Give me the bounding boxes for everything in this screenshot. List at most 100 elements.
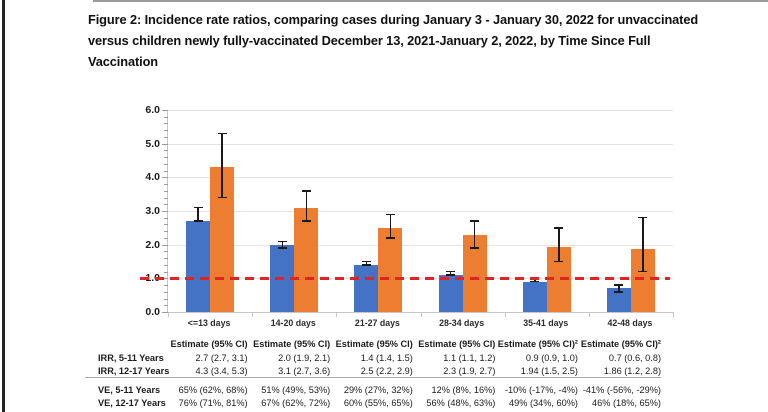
x-category-label: 42-48 days [607, 318, 653, 328]
estimate-cell: 1.4 (1.4, 1.5) [360, 352, 413, 363]
column-header: Estimate (95% CI)² [497, 339, 578, 349]
bar-irr-5-11 [522, 281, 547, 312]
row-label: VE, 12-17 Years [98, 397, 166, 408]
x-category-label: 35-41 days [523, 318, 569, 328]
y-major-tick [162, 211, 168, 212]
y-axis-labels: 0.01.02.03.04.05.06.0 [129, 104, 160, 318]
error-bar-cap-top [638, 216, 648, 219]
column-header: Estimate (95% CI) [335, 339, 413, 349]
figure-title-line: Figure 2: Incidence rate ratios, compari… [88, 12, 699, 27]
estimate-cell: 67% (62%, 72%) [261, 397, 331, 408]
error-bar-line [558, 227, 560, 262]
x-axis-tick [588, 312, 590, 317]
bar-irr-5-11 [354, 264, 379, 312]
estimate-cell: 12% (8%, 16%) [431, 384, 496, 395]
error-bar-line [281, 241, 283, 249]
y-major-tick [162, 143, 168, 145]
figure-title: Figure 2: Incidence rate ratios, compari… [88, 9, 743, 72]
estimate-cell: 60% (55%, 65%) [343, 397, 413, 408]
error-bar-cap-bottom [638, 270, 648, 273]
estimate-cell: 56% (48%, 63%) [426, 397, 496, 408]
x-axis-tick [252, 312, 254, 317]
estimate-cell: 1.94 (1.5, 2.5) [495, 364, 578, 378]
y-minor-tick [164, 163, 168, 165]
estimate-cell: 4.3 (3.4, 5.3) [165, 364, 248, 378]
figure-title-line: Vaccination [88, 54, 159, 69]
table-row: VE, 5-11 Years 65% (62%, 68%) 51% (49%, 53… [85, 378, 661, 397]
estimates-table: Estimate (95% CI) Estimate (95% CI) Estima… [85, 337, 661, 409]
error-bar-cap-bottom [217, 196, 227, 199]
gridline [168, 110, 673, 111]
x-axis-tick [420, 312, 422, 317]
bar-irr-5-11 [606, 288, 631, 312]
estimate-cell: 2.7 (2.7, 3.1) [195, 352, 248, 363]
x-category-label: 28-34 days [439, 318, 485, 328]
estimate-cell: 2.5 (2.2, 2.9) [330, 364, 413, 378]
error-bar-cap-top [217, 132, 227, 135]
table-row: VE, 12-17 Years 76% (71%, 81%) 67% (62%, 7… [85, 396, 661, 409]
error-bar-cap-top [614, 284, 624, 286]
error-bar-line [618, 285, 620, 292]
y-minor-tick [164, 217, 168, 219]
estimate-cell: 2.3 (1.9, 2.7) [412, 364, 496, 378]
gridline [168, 177, 673, 179]
y-tick-label: 4.0 [145, 171, 160, 184]
y-minor-tick [164, 298, 168, 300]
estimate-cell: 1.86 (1.2, 2.8) [577, 364, 661, 378]
estimate-cell: 29% (27%, 32%) [343, 384, 413, 395]
y-minor-tick [164, 237, 168, 239]
error-bar-cap-top [301, 190, 311, 192]
y-major-tick [162, 312, 168, 313]
error-bar-cap-bottom [277, 247, 287, 249]
x-axis-tick [673, 312, 674, 317]
error-bar-line [365, 261, 368, 265]
y-minor-tick [164, 157, 168, 159]
error-bar-line [642, 217, 644, 272]
y-minor-tick [164, 224, 168, 226]
gridline [168, 244, 673, 246]
error-bar-cap-bottom [554, 260, 564, 263]
y-minor-tick [164, 190, 168, 192]
estimate-cell: -10% (-17%, -4%) [504, 384, 578, 395]
column-header: Estimate (95% CI) [170, 339, 248, 349]
error-bar-line [449, 271, 452, 275]
estimate-cell: 49% (34%, 60%) [509, 397, 578, 408]
estimate-cell: 51% (49%, 53%) [261, 384, 331, 395]
error-bar-line [305, 190, 307, 222]
error-bar-cap-bottom [361, 264, 371, 266]
column-header: Estimate (95% CI)² [580, 339, 661, 349]
y-minor-tick [164, 136, 168, 138]
y-minor-tick [164, 184, 168, 186]
estimate-cell: 0.7 (0.6, 0.8) [608, 352, 661, 363]
column-header: Estimate (95% CI) [418, 339, 496, 349]
x-axis-tick [168, 312, 169, 317]
error-bar-cap-bottom [446, 274, 456, 276]
top-edge-line [93, 0, 768, 2]
error-bar-cap-top [385, 213, 395, 216]
y-minor-tick [164, 116, 168, 118]
y-minor-tick [164, 305, 168, 307]
estimate-cell: -41% (-56%, -29%) [582, 384, 661, 395]
estimate-cell: 0.9 (0.9, 1.0) [525, 352, 578, 363]
error-bar-cap-top [554, 227, 564, 229]
row-label-header [85, 337, 165, 351]
y-minor-tick [164, 170, 168, 172]
error-bar-cap-top [277, 240, 287, 243]
x-axis-labels: <=13 days 14-20 days 21-27 days 28-34 days 3… [167, 318, 672, 328]
y-minor-tick [164, 258, 168, 260]
y-minor-tick [164, 150, 168, 152]
x-category-label: 14-20 days [270, 318, 316, 328]
y-tick-label: 5.0 [145, 137, 160, 150]
y-tick-label: 2.0 [145, 238, 160, 251]
error-bar-cap-top [470, 220, 480, 222]
estimate-cell: 2.0 (1.9, 2.1) [278, 352, 331, 363]
y-tick-label: 6.0 [145, 104, 160, 116]
page-edge-line [2, 0, 5, 412]
gridline [168, 143, 673, 145]
x-category-label: <=13 days [187, 318, 231, 328]
bar-irr-5-11 [438, 274, 463, 312]
error-bar-cap-bottom [530, 280, 540, 283]
error-bar-cap-bottom [193, 220, 203, 222]
